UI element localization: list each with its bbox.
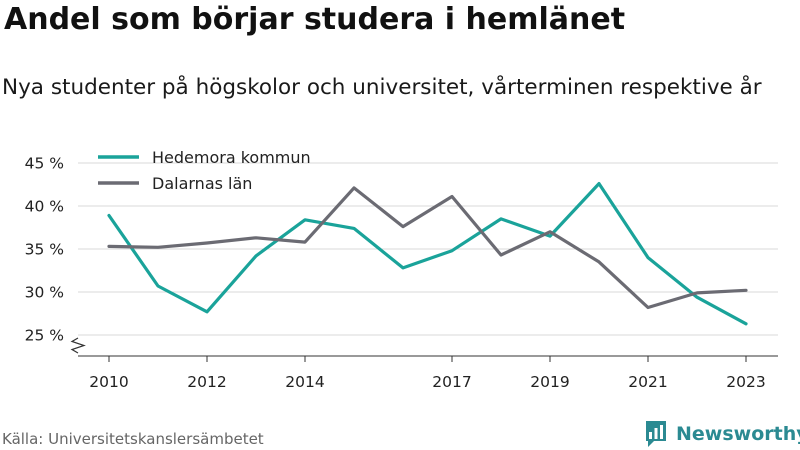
brand-logo[interactable]: Newsworthy: [644, 419, 800, 449]
y-tick-label: 35 %: [25, 241, 64, 259]
chart-subtitle: Nya studenter på högskolor och universit…: [2, 75, 762, 100]
legend-label: Dalarnas län: [152, 174, 252, 193]
gridlines: [78, 162, 778, 336]
x-tick-label: 2023: [726, 373, 765, 391]
chart-title: Andel som börjar studera i hemlänet: [4, 2, 626, 37]
x-tick-label: 2012: [187, 373, 226, 391]
y-tick-label: 30 %: [25, 284, 64, 302]
x-tick-label: 2021: [628, 373, 667, 391]
x-tick-label: 2010: [89, 373, 128, 391]
series-lines: [107, 182, 748, 326]
brand-name: Newsworthy: [676, 423, 800, 445]
source-note: Källa: Universitetskanslersämbetet: [2, 430, 264, 448]
y-tick-label: 25 %: [25, 327, 64, 345]
series-line: [107, 182, 748, 326]
axis-break-marker: [70, 337, 86, 354]
y-tick-label: 40 %: [25, 198, 64, 216]
newsworthy-logo-icon: [646, 421, 666, 447]
x-tick-label: 2017: [432, 373, 471, 391]
y-tick-label: 45 %: [25, 155, 64, 173]
axes: 25 % 30 % 35 % 40 % 45 % 2010 2012 2014 2017 2019…: [25, 155, 778, 391]
x-tick-label: 2019: [530, 373, 569, 391]
legend-label: Hedemora kommun: [152, 148, 311, 167]
x-tick-label: 2014: [285, 373, 324, 391]
legend: Hedemora kommun Dalarnas län: [98, 148, 311, 193]
series-line: [107, 186, 748, 310]
